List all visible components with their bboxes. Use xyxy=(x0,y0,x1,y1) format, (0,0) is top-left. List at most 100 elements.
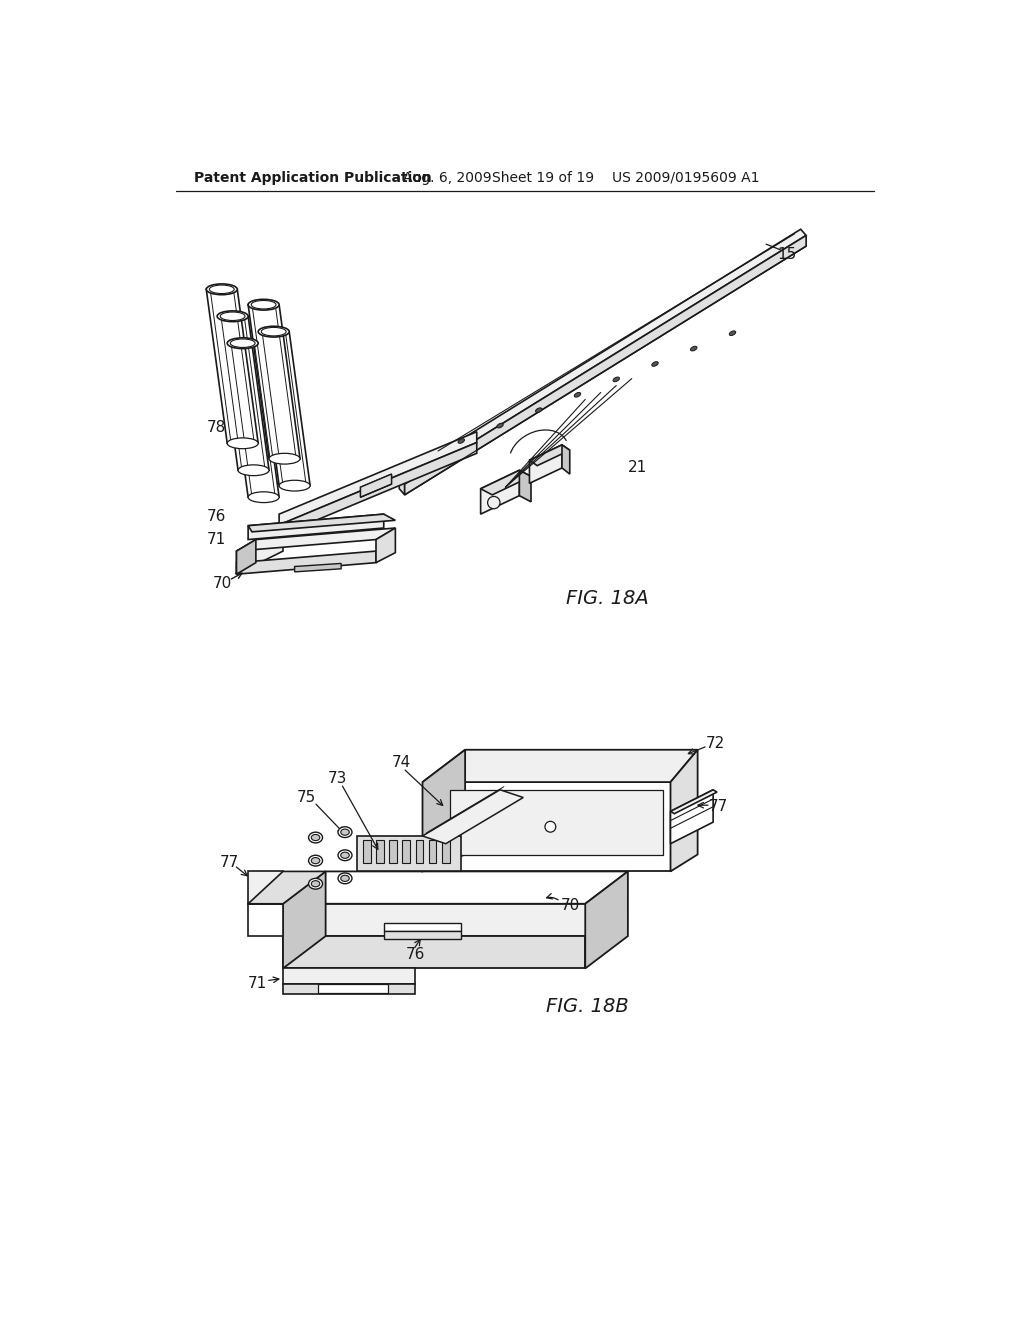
Circle shape xyxy=(545,821,556,832)
Ellipse shape xyxy=(690,346,697,351)
Text: 70: 70 xyxy=(213,576,232,591)
Polygon shape xyxy=(356,836,461,871)
Ellipse shape xyxy=(536,408,542,413)
Polygon shape xyxy=(399,230,806,484)
Text: US 2009/0195609 A1: US 2009/0195609 A1 xyxy=(612,170,760,185)
Polygon shape xyxy=(519,470,531,502)
Ellipse shape xyxy=(651,362,658,367)
Polygon shape xyxy=(480,470,519,515)
Polygon shape xyxy=(295,564,341,572)
Ellipse shape xyxy=(341,875,349,882)
Ellipse shape xyxy=(280,480,310,491)
Text: 73: 73 xyxy=(328,771,347,785)
Ellipse shape xyxy=(338,850,352,861)
Polygon shape xyxy=(384,923,461,932)
Polygon shape xyxy=(671,750,697,871)
Ellipse shape xyxy=(311,834,319,841)
Polygon shape xyxy=(671,789,717,813)
Ellipse shape xyxy=(238,465,269,475)
Polygon shape xyxy=(248,305,300,459)
Ellipse shape xyxy=(248,492,280,503)
Ellipse shape xyxy=(217,312,248,322)
Ellipse shape xyxy=(227,438,258,449)
Polygon shape xyxy=(384,932,461,940)
Polygon shape xyxy=(376,840,384,863)
Polygon shape xyxy=(258,331,310,486)
Ellipse shape xyxy=(308,878,323,890)
Ellipse shape xyxy=(729,331,735,335)
Text: 77: 77 xyxy=(710,799,728,814)
Polygon shape xyxy=(283,969,415,983)
Polygon shape xyxy=(423,789,523,843)
Polygon shape xyxy=(529,445,562,483)
Polygon shape xyxy=(227,343,280,498)
Ellipse shape xyxy=(497,424,503,428)
Ellipse shape xyxy=(209,285,234,293)
Ellipse shape xyxy=(269,453,300,465)
Ellipse shape xyxy=(227,338,258,348)
Polygon shape xyxy=(399,478,404,495)
Polygon shape xyxy=(423,781,671,871)
Polygon shape xyxy=(283,936,586,969)
Polygon shape xyxy=(389,840,397,863)
Polygon shape xyxy=(283,871,628,904)
Text: 21: 21 xyxy=(628,461,647,475)
Polygon shape xyxy=(237,528,395,552)
Ellipse shape xyxy=(311,880,319,887)
Ellipse shape xyxy=(613,378,620,381)
Ellipse shape xyxy=(251,301,276,309)
Ellipse shape xyxy=(338,826,352,838)
Polygon shape xyxy=(450,789,663,855)
Polygon shape xyxy=(402,840,410,863)
Polygon shape xyxy=(317,983,388,993)
Polygon shape xyxy=(562,445,569,474)
Polygon shape xyxy=(429,840,436,863)
Polygon shape xyxy=(529,445,569,466)
Text: 74: 74 xyxy=(391,755,411,771)
Polygon shape xyxy=(237,552,376,574)
Ellipse shape xyxy=(311,858,319,863)
Polygon shape xyxy=(283,904,628,936)
Polygon shape xyxy=(283,871,326,969)
Ellipse shape xyxy=(458,438,465,444)
Text: Patent Application Publication: Patent Application Publication xyxy=(194,170,432,185)
Ellipse shape xyxy=(341,853,349,858)
Text: Aug. 6, 2009: Aug. 6, 2009 xyxy=(403,170,492,185)
Polygon shape xyxy=(671,789,713,843)
Polygon shape xyxy=(442,840,450,863)
Ellipse shape xyxy=(308,855,323,866)
Polygon shape xyxy=(423,750,465,871)
Ellipse shape xyxy=(308,832,323,843)
Text: Sheet 19 of 19: Sheet 19 of 19 xyxy=(493,170,594,185)
Ellipse shape xyxy=(338,873,352,884)
Polygon shape xyxy=(237,528,283,574)
Circle shape xyxy=(487,496,500,508)
Ellipse shape xyxy=(341,829,349,836)
Polygon shape xyxy=(248,871,326,904)
Polygon shape xyxy=(480,470,531,495)
Polygon shape xyxy=(283,983,415,994)
Polygon shape xyxy=(360,474,391,498)
Ellipse shape xyxy=(574,392,581,397)
Text: 72: 72 xyxy=(706,737,725,751)
Polygon shape xyxy=(586,871,628,969)
Text: 71: 71 xyxy=(248,977,267,991)
Polygon shape xyxy=(217,317,269,470)
Ellipse shape xyxy=(248,300,280,310)
Ellipse shape xyxy=(220,312,245,321)
Ellipse shape xyxy=(230,339,255,347)
Text: 76: 76 xyxy=(207,510,226,524)
Polygon shape xyxy=(206,289,258,444)
Polygon shape xyxy=(248,515,395,532)
Polygon shape xyxy=(248,904,283,936)
Polygon shape xyxy=(376,528,395,562)
Polygon shape xyxy=(280,432,477,525)
Polygon shape xyxy=(423,750,697,781)
Polygon shape xyxy=(416,840,423,863)
Polygon shape xyxy=(404,235,806,495)
Text: 77: 77 xyxy=(219,855,239,870)
Polygon shape xyxy=(360,474,391,498)
Text: 76: 76 xyxy=(406,946,425,962)
Text: 70: 70 xyxy=(560,898,580,913)
Text: 78: 78 xyxy=(207,420,226,436)
